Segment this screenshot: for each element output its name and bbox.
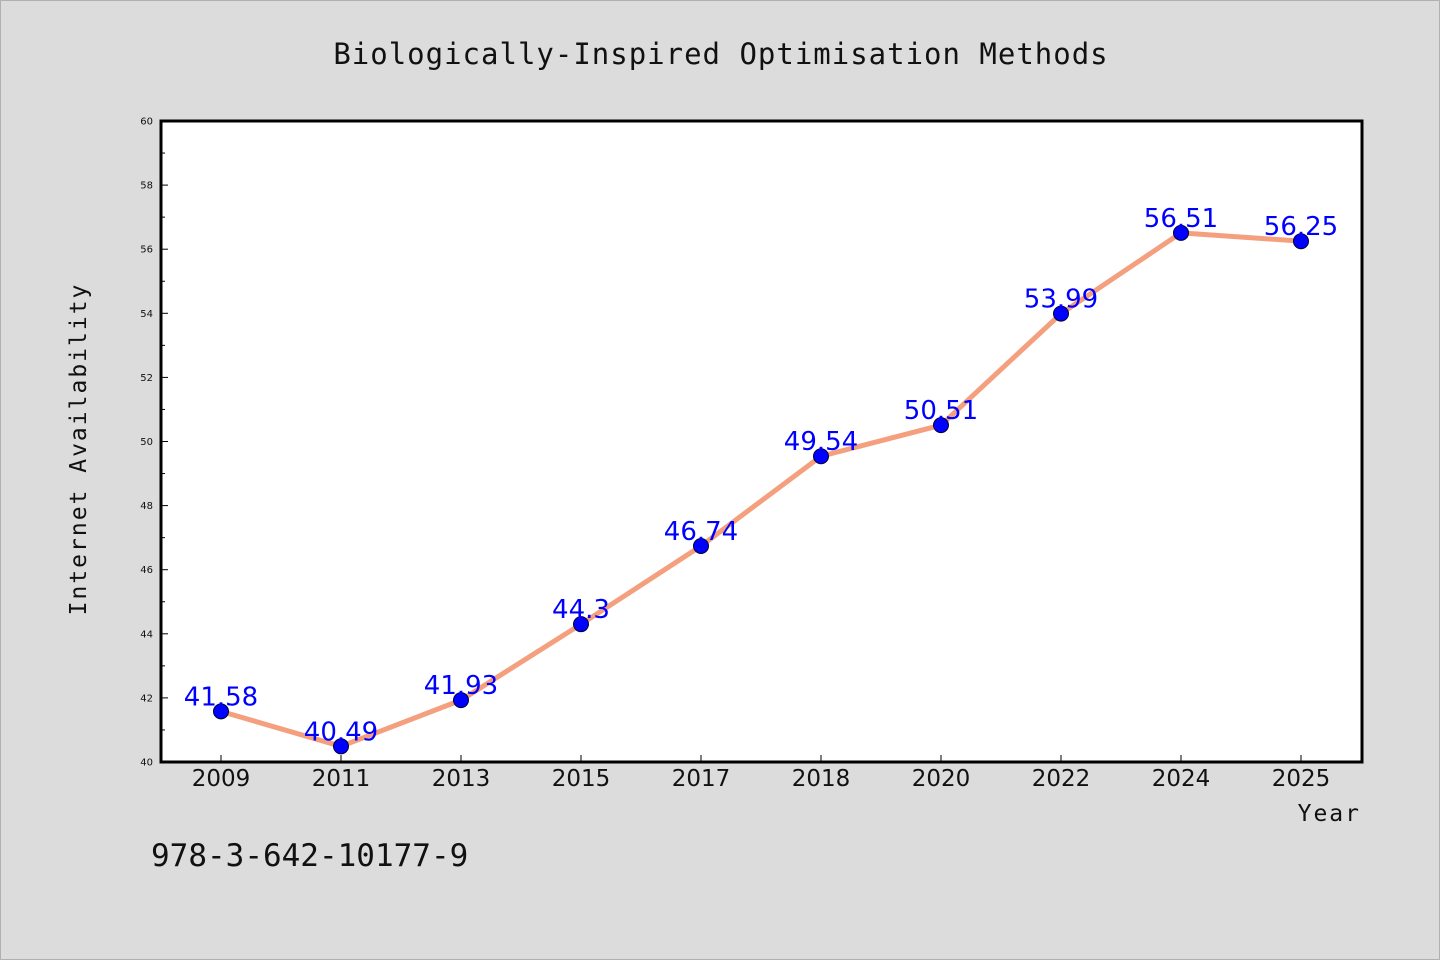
y-tick-label: 52 [140, 373, 153, 384]
data-label: 44.3 [552, 595, 610, 625]
data-point [453, 692, 469, 709]
data-point [813, 448, 829, 465]
data-label: 49.54 [784, 427, 858, 457]
x-tick-label: 2017 [672, 766, 731, 792]
x-axis-label: Year [1298, 801, 1361, 827]
data-point [1173, 224, 1189, 241]
data-point [1293, 233, 1309, 250]
data-label: 40.49 [304, 717, 378, 747]
y-tick-label: 50 [140, 437, 153, 448]
y-tick-label: 58 [140, 181, 153, 192]
chart-title: Biologically-Inspired Optimisation Metho… [333, 37, 1108, 71]
x-tick-label: 2013 [432, 766, 491, 792]
plot-area [159, 119, 1364, 764]
data-label-layer: 41.58 40.49 41.93 44.3 46.74 49.54 50.51 53.99 5… [184, 204, 1338, 747]
data-label: 56.51 [1144, 204, 1218, 234]
series-line [218, 230, 1304, 749]
data-point [1053, 305, 1069, 322]
x-tick-label: 2018 [792, 766, 851, 792]
data-point [333, 738, 349, 755]
y-tick-label: 48 [140, 501, 153, 512]
x-tick-label: 2011 [312, 766, 371, 792]
y-tick-label: 42 [140, 693, 153, 704]
y-tick-label: 46 [140, 565, 153, 576]
x-tick-label: 2024 [1152, 766, 1211, 792]
x-tick-label: 2009 [192, 766, 251, 792]
x-axis: 2009 2011 2013 2015 2017 2018 2020 2022 2024 2025 [192, 755, 1331, 792]
x-tick-label: 2015 [552, 766, 611, 792]
data-point [573, 616, 589, 633]
data-label: 46.74 [664, 517, 738, 547]
x-tick-label: 2020 [912, 766, 971, 792]
y-tick-label: 44 [140, 629, 153, 640]
y-tick-label: 56 [140, 245, 153, 256]
y-axis: 40 42 44 46 48 50 52 54 56 58 60 [140, 117, 168, 769]
data-label: 41.93 [424, 671, 498, 701]
data-label: 53.99 [1024, 285, 1098, 315]
y-tick-label: 54 [140, 309, 153, 320]
x-tick-label: 2022 [1032, 766, 1091, 792]
y-axis-label: Internet Availability [66, 283, 92, 616]
y-tick-label: 60 [140, 117, 153, 128]
x-tick-label: 2025 [1272, 766, 1331, 792]
data-point [933, 417, 949, 434]
data-label: 41.58 [184, 682, 258, 712]
series-layer [213, 224, 1309, 755]
data-point [693, 537, 709, 554]
isbn-footer: 978-3-642-10177-9 [151, 838, 468, 874]
y-tick-label: 40 [140, 758, 153, 769]
data-label: 50.51 [904, 396, 978, 426]
data-point [213, 703, 229, 720]
data-label: 56.25 [1264, 212, 1338, 242]
